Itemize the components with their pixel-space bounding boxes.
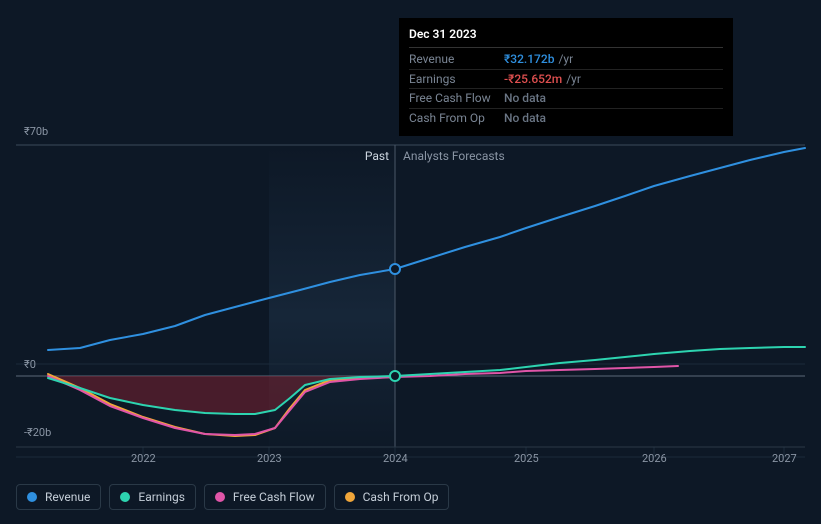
tooltip-title: Dec 31 2023: [409, 26, 723, 48]
legend-label: Earnings: [138, 490, 185, 504]
legend-label: Cash From Op: [363, 490, 439, 504]
tooltip-row-earnings: Earnings -₹25.652m /yr: [409, 70, 723, 90]
x-tick-label: 2027: [772, 452, 797, 465]
legend-dot: [27, 492, 37, 502]
tooltip-value: No data: [504, 110, 546, 127]
tooltip-label: Revenue: [409, 51, 504, 68]
label-forecast: Analysts Forecasts: [403, 149, 505, 163]
legend-dot: [215, 492, 225, 502]
label-past: Past: [365, 149, 389, 163]
x-tick-label: 2023: [257, 452, 282, 465]
legend-item-fcf[interactable]: Free Cash Flow: [204, 484, 326, 510]
y-tick-label: ₹0: [24, 358, 36, 371]
legend-item-earnings[interactable]: Earnings: [109, 484, 196, 510]
tooltip: Dec 31 2023 Revenue ₹32.172b /yr Earning…: [399, 18, 733, 136]
tooltip-label: Free Cash Flow: [409, 90, 504, 107]
legend-dot: [345, 492, 355, 502]
legend-item-cfo[interactable]: Cash From Op: [334, 484, 450, 510]
tooltip-value: No data: [504, 90, 546, 107]
tooltip-value: ₹32.172b: [504, 51, 554, 68]
legend-item-revenue[interactable]: Revenue: [16, 484, 101, 510]
y-tick-label: ₹70b: [24, 125, 48, 138]
x-tick-label: 2026: [642, 452, 667, 465]
tooltip-row-cfo: Cash From Op No data: [409, 109, 723, 128]
legend: Revenue Earnings Free Cash Flow Cash Fro…: [16, 484, 449, 510]
legend-label: Free Cash Flow: [233, 490, 315, 504]
x-tick-label: 2025: [514, 452, 539, 465]
tooltip-unit: /yr: [558, 51, 573, 68]
tooltip-row-fcf: Free Cash Flow No data: [409, 89, 723, 109]
x-tick-label: 2024: [383, 452, 408, 465]
tooltip-label: Cash From Op: [409, 110, 504, 127]
legend-label: Revenue: [45, 490, 90, 504]
tooltip-row-revenue: Revenue ₹32.172b /yr: [409, 50, 723, 70]
chart-container: ₹70b ₹0 -₹20b 2022 2023 2024 2025 2026 2…: [0, 0, 821, 524]
tooltip-label: Earnings: [409, 71, 504, 88]
tooltip-value: -₹25.652m: [504, 71, 562, 88]
tooltip-unit: /yr: [566, 71, 581, 88]
legend-dot: [120, 492, 130, 502]
x-tick-label: 2022: [131, 452, 156, 465]
y-tick-label: -₹20b: [24, 426, 51, 439]
